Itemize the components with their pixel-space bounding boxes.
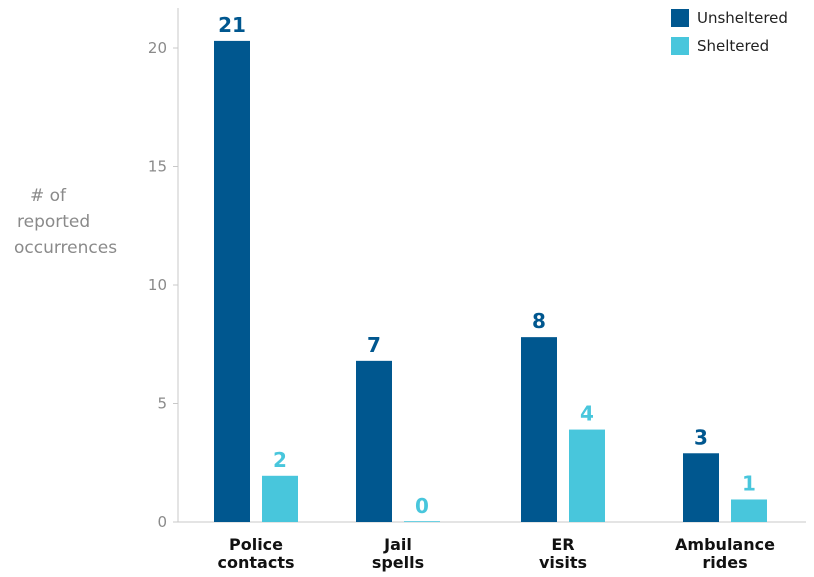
x-category-label: Jail <box>383 535 412 554</box>
x-category-label: Ambulance <box>675 535 775 554</box>
x-category-label: rides <box>702 553 747 572</box>
bar-unsheltered <box>214 40 250 522</box>
y-tick-label: 0 <box>157 513 167 531</box>
value-label: 21 <box>218 13 246 37</box>
bar-unsheltered <box>521 337 557 522</box>
value-label: 8 <box>532 309 546 333</box>
y-axis-title-line: occurrences <box>14 238 117 258</box>
y-tick-label: 20 <box>148 39 167 57</box>
value-label: 1 <box>742 471 756 495</box>
value-label: 4 <box>580 402 594 426</box>
value-label: 2 <box>273 448 287 472</box>
value-labels: 21 7 8 3 2 0 4 1 <box>218 13 756 518</box>
value-label: 3 <box>694 425 708 449</box>
bar-sheltered <box>262 475 298 522</box>
y-tick-label: 15 <box>148 158 167 176</box>
y-tick-label: 5 <box>157 395 167 413</box>
x-category-label: spells <box>372 553 424 572</box>
x-category-label: visits <box>539 553 587 572</box>
x-category-label: ER <box>551 535 574 554</box>
y-axis: 0 5 10 15 20 <box>148 8 179 531</box>
value-label: 7 <box>367 333 381 357</box>
bar-unsheltered <box>683 453 719 522</box>
legend-label: Sheltered <box>697 37 769 55</box>
legend-swatch <box>671 37 689 55</box>
bar-unsheltered <box>356 360 392 522</box>
bar-sheltered <box>569 429 605 522</box>
y-axis-title-line: # of <box>30 186 67 206</box>
x-category-label: contacts <box>218 553 295 572</box>
y-axis-title-line: reported <box>17 212 90 232</box>
legend-swatch <box>671 9 689 27</box>
x-category-label: Police <box>229 535 283 554</box>
bar-sheltered <box>731 499 767 522</box>
bars <box>214 40 767 522</box>
legend-label: Unsheltered <box>697 9 788 27</box>
bar-sheltered <box>404 521 440 522</box>
legend: Unsheltered Sheltered <box>671 9 788 55</box>
y-tick-label: 10 <box>148 276 167 294</box>
value-label: 0 <box>415 494 429 518</box>
y-axis-title: # of reported occurrences <box>14 186 117 258</box>
